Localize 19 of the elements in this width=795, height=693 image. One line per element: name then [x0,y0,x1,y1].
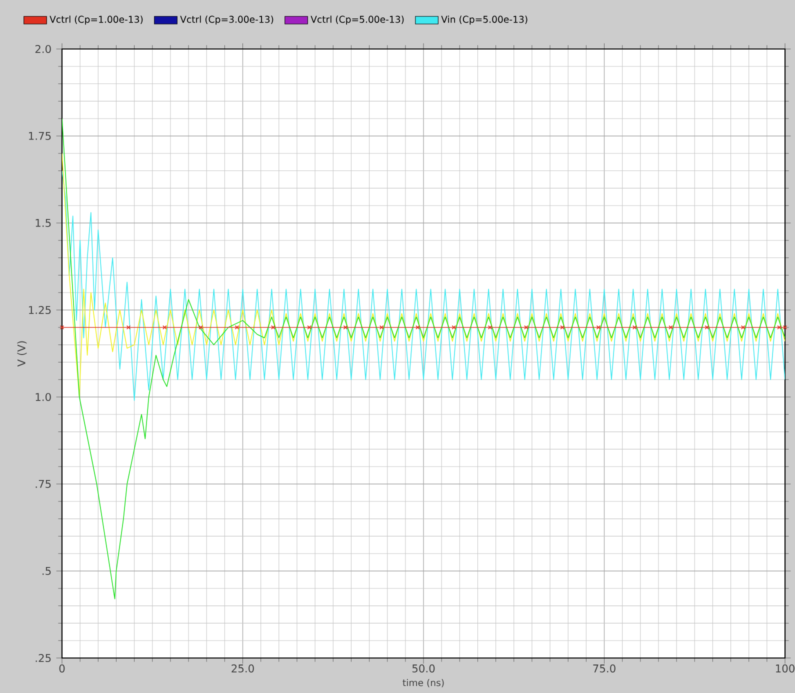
x-tick-label: 25.0 [232,664,254,672]
legend-label: Vin (Cp=5.00e-13) [441,16,528,25]
y-tick-label: .75 [36,480,51,488]
legend-label: Vctrl (Cp=5.00e-13) [310,16,404,25]
x-tick-label: 0 [59,664,65,672]
y-tick-label: 1.0 [36,392,51,402]
x-tick-label: 100 [776,664,794,672]
y-tick-label: 1.5 [36,219,51,227]
y-tick-label: 1.75 [29,132,51,140]
y-tick-label: .25 [36,654,51,662]
x-tick-label: 75.0 [593,664,616,672]
y-tick-label: .5 [42,567,51,575]
y-tick-label: 1.25 [29,306,51,314]
legend-label: Vctrl (Cp=1.00e-13) [50,16,143,25]
x-tick-label: 50.0 [412,664,435,672]
x-axis-title: time (ns) [402,678,444,688]
legend-label: Vctrl (Cp=3.00e-13) [180,16,274,25]
y-axis-title: V (V) [17,341,27,367]
y-tick-label: 2.0 [35,44,51,54]
